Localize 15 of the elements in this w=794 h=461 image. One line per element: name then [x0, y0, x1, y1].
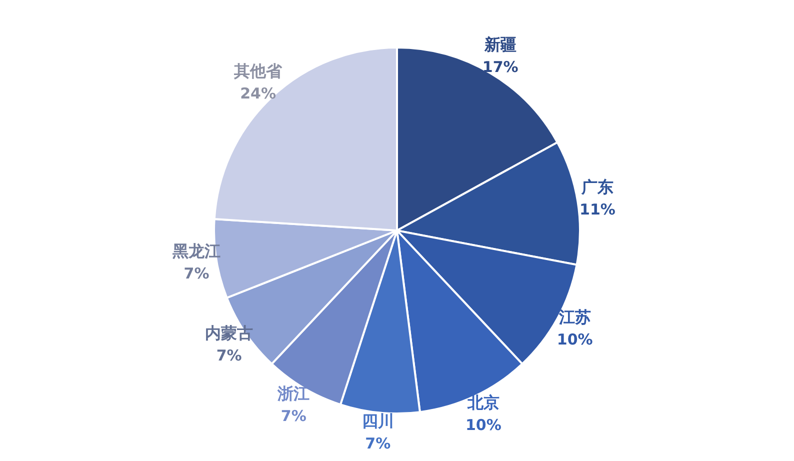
data-label: 17% — [482, 58, 518, 76]
slice-label: 广东 — [580, 178, 614, 197]
slice-label: 北京 — [466, 393, 500, 412]
data-label: 10% — [556, 330, 593, 348]
data-label: 10% — [465, 416, 502, 434]
slice-label: 其他省 — [233, 62, 284, 81]
slice-label: 新疆 — [483, 34, 516, 54]
data-label: 7% — [365, 434, 391, 453]
data-label: 7% — [280, 407, 306, 426]
data-label: 24% — [240, 84, 276, 103]
data-label: 11% — [580, 200, 616, 219]
data-label: 7% — [184, 264, 210, 282]
slice-label: 四川 — [362, 412, 394, 431]
slice-label: 江苏 — [558, 307, 591, 326]
data-label: 7% — [216, 346, 242, 365]
